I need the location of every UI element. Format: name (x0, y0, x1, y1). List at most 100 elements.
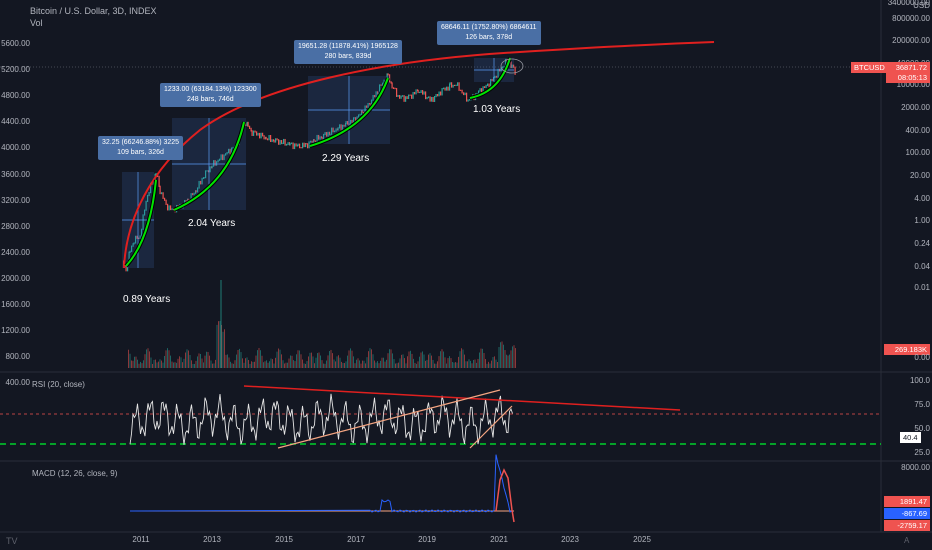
left-axis-label: 1600.00 (1, 300, 30, 309)
price-candle (205, 170, 207, 179)
price-candle (310, 140, 312, 143)
price-candle (226, 151, 228, 155)
volume-bar (147, 348, 149, 368)
price-candle (214, 160, 216, 166)
volume-bar (452, 362, 453, 368)
volume-bar (344, 363, 345, 368)
rsi-value-tag: 40.4 (900, 432, 921, 443)
volume-bar (252, 361, 254, 368)
rsi-title[interactable]: RSI (20, close) (32, 380, 85, 389)
price-candle (417, 89, 419, 94)
volume-bar (149, 351, 150, 368)
volume-bar (135, 356, 137, 368)
volume-bar (510, 350, 512, 368)
price-candle (513, 64, 515, 68)
volume-bar (186, 349, 188, 368)
price-candle (441, 88, 443, 96)
price-candle (195, 190, 197, 193)
volume-bar (194, 363, 195, 368)
left-axis-label: 2400.00 (1, 247, 30, 257)
volume-bar (201, 358, 203, 368)
price-candle (229, 148, 231, 155)
volume-bar (279, 349, 281, 368)
volume-bar (255, 355, 257, 368)
price-candle (165, 199, 167, 205)
volume-bar (192, 363, 194, 368)
price-candle (141, 228, 143, 237)
price-candle (208, 170, 210, 173)
price-candle (393, 87, 395, 89)
volume-bar (128, 349, 129, 368)
volume-bar (236, 354, 237, 368)
volume-bar (381, 357, 383, 368)
price-candle (469, 99, 471, 101)
volume-bar (426, 359, 428, 368)
volume-bar (318, 352, 320, 368)
price-candle (223, 154, 225, 161)
price-candle (412, 91, 414, 99)
volume-bar (348, 350, 350, 368)
volume-bar (437, 361, 438, 368)
volume-bar (465, 361, 467, 368)
price-candle (158, 175, 160, 187)
price-candle (510, 61, 512, 69)
cycle-fit-curve (469, 57, 511, 99)
volume-bar (237, 349, 239, 368)
macd-title[interactable]: MACD (12, 26, close, 9) (32, 469, 118, 478)
price-candle (139, 235, 141, 239)
volume-bar (494, 356, 495, 368)
price-candle (457, 82, 459, 86)
price-candle (192, 193, 194, 196)
volume-bar (276, 351, 278, 368)
volume-bar (200, 353, 201, 368)
price-candle (447, 86, 449, 91)
price-candle (503, 65, 505, 68)
volume-bar (215, 359, 216, 368)
volume-bar (428, 354, 429, 368)
price-candle (335, 128, 337, 132)
auto-scale-icon[interactable]: A (904, 536, 910, 545)
volume-bar (303, 363, 305, 368)
volume-bar (188, 350, 189, 368)
left-axis-label: 3600.00 (1, 169, 30, 179)
volume-bar (254, 361, 255, 368)
volume-bar (467, 361, 468, 368)
price-candle (256, 131, 258, 136)
price-candle (451, 82, 453, 88)
price-candle (491, 78, 493, 82)
price-candle (219, 158, 221, 161)
symbol-title[interactable]: Bitcoin / U.S. Dollar, 3D, INDEX (30, 6, 157, 16)
price-candle (281, 140, 283, 145)
price-candle (171, 208, 173, 211)
price-candle (164, 197, 166, 201)
price-candle (132, 243, 134, 247)
tradingview-logo[interactable]: TV (6, 536, 18, 546)
price-candle (198, 180, 200, 189)
volume-bar (287, 362, 288, 368)
price-candle (211, 165, 213, 169)
rsi-axis-25: 25.0 (914, 448, 930, 457)
price-candle (257, 132, 259, 136)
volume-bar (407, 356, 408, 368)
price-candle (318, 134, 320, 140)
price-candle (383, 79, 385, 84)
volume-bar (225, 354, 227, 368)
price-candle (329, 133, 331, 136)
rsi-support-trendline (277, 389, 501, 449)
volume-bar (251, 361, 252, 368)
cycle-duration-3: 2.29 Years (322, 153, 370, 164)
volume-bar (162, 362, 164, 368)
volume-bar (144, 354, 146, 368)
left-axis-label: 4400.00 (1, 117, 30, 127)
growth-curve (123, 41, 715, 269)
volume-bar (404, 358, 405, 368)
price-candle (340, 124, 342, 131)
volume-bar (309, 352, 311, 368)
volume-bar (347, 355, 348, 368)
price-candle (153, 178, 155, 185)
price-candle (133, 242, 135, 245)
right-axis-label: 0.01 (914, 283, 930, 292)
right-axis-label: 400.00 (905, 126, 930, 135)
